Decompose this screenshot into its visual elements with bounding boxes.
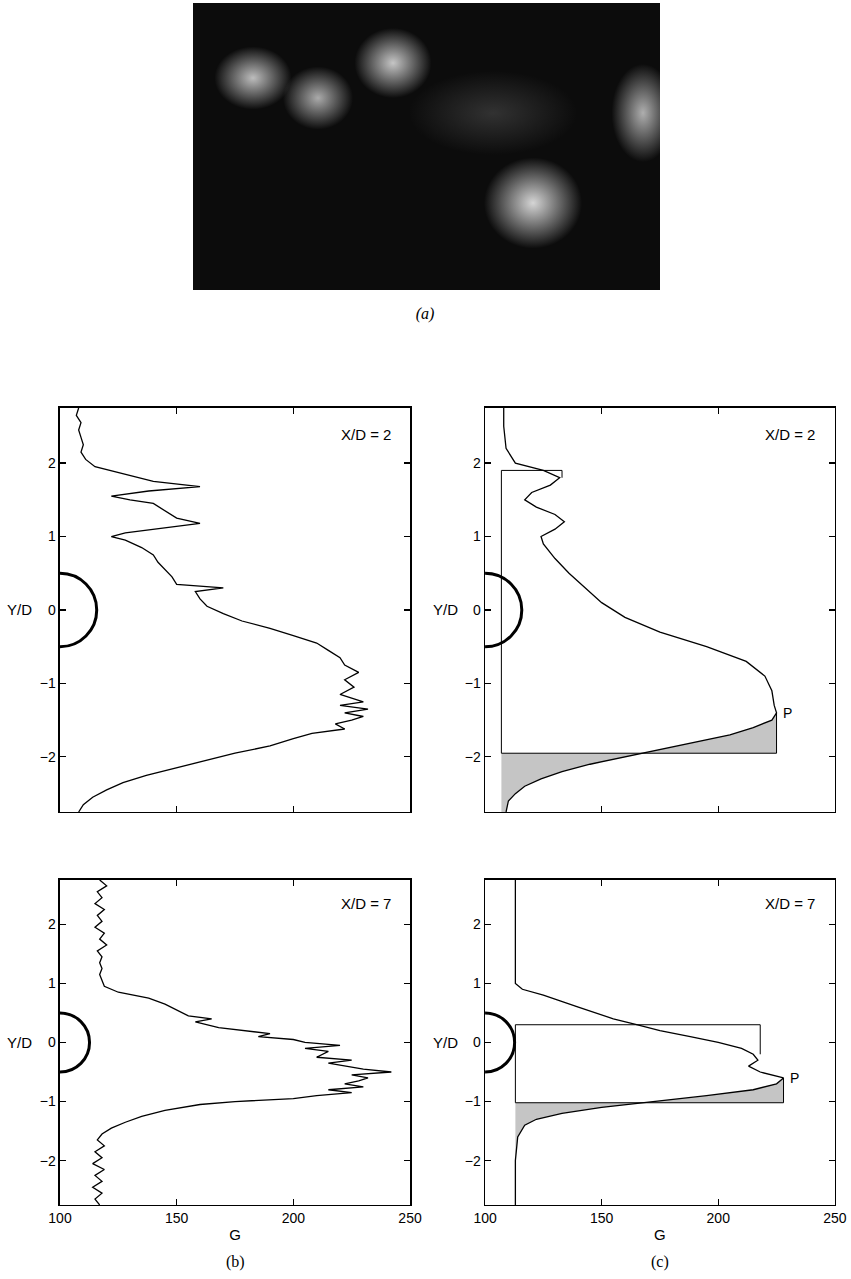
svg-text:0: 0 — [48, 1034, 56, 1050]
svg-text:Y/D: Y/D — [433, 601, 458, 618]
svg-text:X/D = 7: X/D = 7 — [341, 895, 391, 912]
svg-text:2: 2 — [473, 455, 481, 471]
svg-text:(b): (b) — [226, 1253, 245, 1271]
svg-text:−2: −2 — [465, 749, 481, 765]
svg-text:250: 250 — [398, 1210, 422, 1226]
svg-text:X/D = 2: X/D = 2 — [765, 426, 815, 443]
svg-text:−1: −1 — [40, 675, 56, 691]
svg-text:−1: −1 — [465, 1093, 481, 1109]
svg-text:Y/D: Y/D — [433, 1034, 458, 1051]
svg-text:200: 200 — [707, 1210, 731, 1226]
svg-text:P: P — [790, 1070, 799, 1086]
svg-text:200: 200 — [282, 1210, 306, 1226]
svg-text:X/D = 2: X/D = 2 — [341, 426, 391, 443]
svg-text:Y/D: Y/D — [7, 601, 32, 618]
svg-text:100: 100 — [48, 1210, 72, 1226]
svg-text:P: P — [783, 705, 792, 721]
svg-text:G: G — [654, 1226, 666, 1243]
svg-text:150: 150 — [165, 1210, 189, 1226]
svg-text:−1: −1 — [40, 1093, 56, 1109]
svg-text:0: 0 — [473, 602, 481, 618]
svg-text:G: G — [229, 1226, 241, 1243]
svg-text:2: 2 — [48, 916, 56, 932]
svg-text:(c): (c) — [651, 1253, 669, 1271]
svg-text:100: 100 — [473, 1210, 497, 1226]
svg-text:−2: −2 — [40, 749, 56, 765]
svg-text:0: 0 — [48, 602, 56, 618]
svg-text:150: 150 — [590, 1210, 614, 1226]
svg-text:Y/D: Y/D — [7, 1034, 32, 1051]
svg-text:1: 1 — [473, 975, 481, 991]
svg-text:−1: −1 — [465, 675, 481, 691]
svg-text:1: 1 — [48, 975, 56, 991]
svg-text:1: 1 — [48, 528, 56, 544]
svg-text:X/D = 7: X/D = 7 — [765, 895, 815, 912]
svg-text:1: 1 — [473, 528, 481, 544]
svg-text:2: 2 — [48, 455, 56, 471]
svg-text:250: 250 — [823, 1210, 847, 1226]
html-text:(a): (a) — [415, 305, 435, 322]
svg-text:−2: −2 — [40, 1153, 56, 1169]
svg-text:2: 2 — [473, 916, 481, 932]
svg-text:−2: −2 — [465, 1153, 481, 1169]
svg-text:0: 0 — [473, 1034, 481, 1050]
